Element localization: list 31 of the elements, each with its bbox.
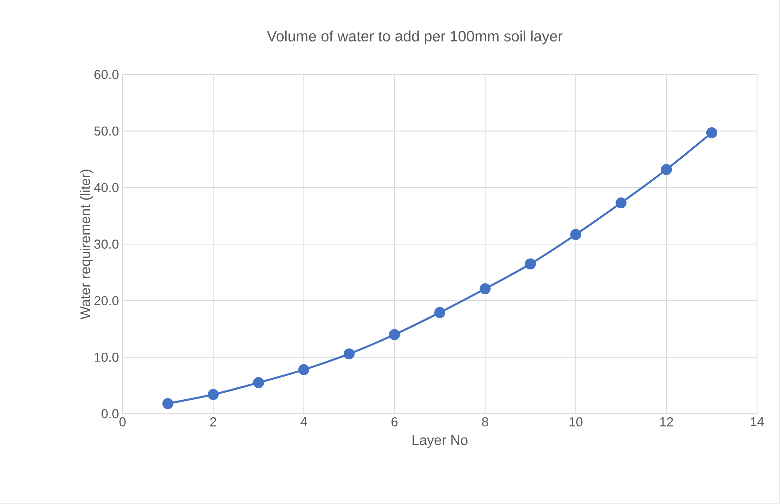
point: [344, 348, 355, 360]
y-tick-label: 20.0: [94, 296, 119, 306]
point: [389, 329, 400, 340]
y-axis-title: Water requirement (liter): [80, 170, 94, 320]
x-tick-label: 0: [120, 418, 126, 427]
x-tick-label: 4: [300, 418, 308, 427]
x-tick-label: 2: [210, 418, 216, 427]
point: [253, 378, 264, 389]
point: [525, 258, 536, 270]
y-tick-label: 60.0: [94, 70, 119, 80]
point: [208, 389, 219, 400]
x-tick-label: 10: [570, 418, 583, 427]
y-tick-label: 40.0: [94, 183, 119, 193]
point: [616, 198, 627, 209]
y-tick-label: 50.0: [94, 126, 119, 136]
y-tick-label: 10.0: [95, 352, 119, 362]
point: [706, 128, 718, 139]
point: [480, 284, 491, 295]
x-tick-label: 14: [751, 418, 764, 427]
point: [434, 307, 446, 318]
x-axis-title: Layer No: [412, 436, 468, 448]
x-tick-label: 8: [482, 418, 488, 427]
point: [570, 229, 582, 240]
x-tick-label: 6: [392, 418, 398, 427]
y-tick-label: 30.0: [94, 240, 119, 250]
point: [298, 364, 310, 376]
chart-title: Volume of water to add per 100mm soil layer: [267, 30, 563, 45]
point: [661, 164, 672, 176]
x-tick-label: 12: [660, 418, 674, 427]
point: [162, 398, 174, 410]
y-tick-label: 0.0: [102, 410, 119, 419]
